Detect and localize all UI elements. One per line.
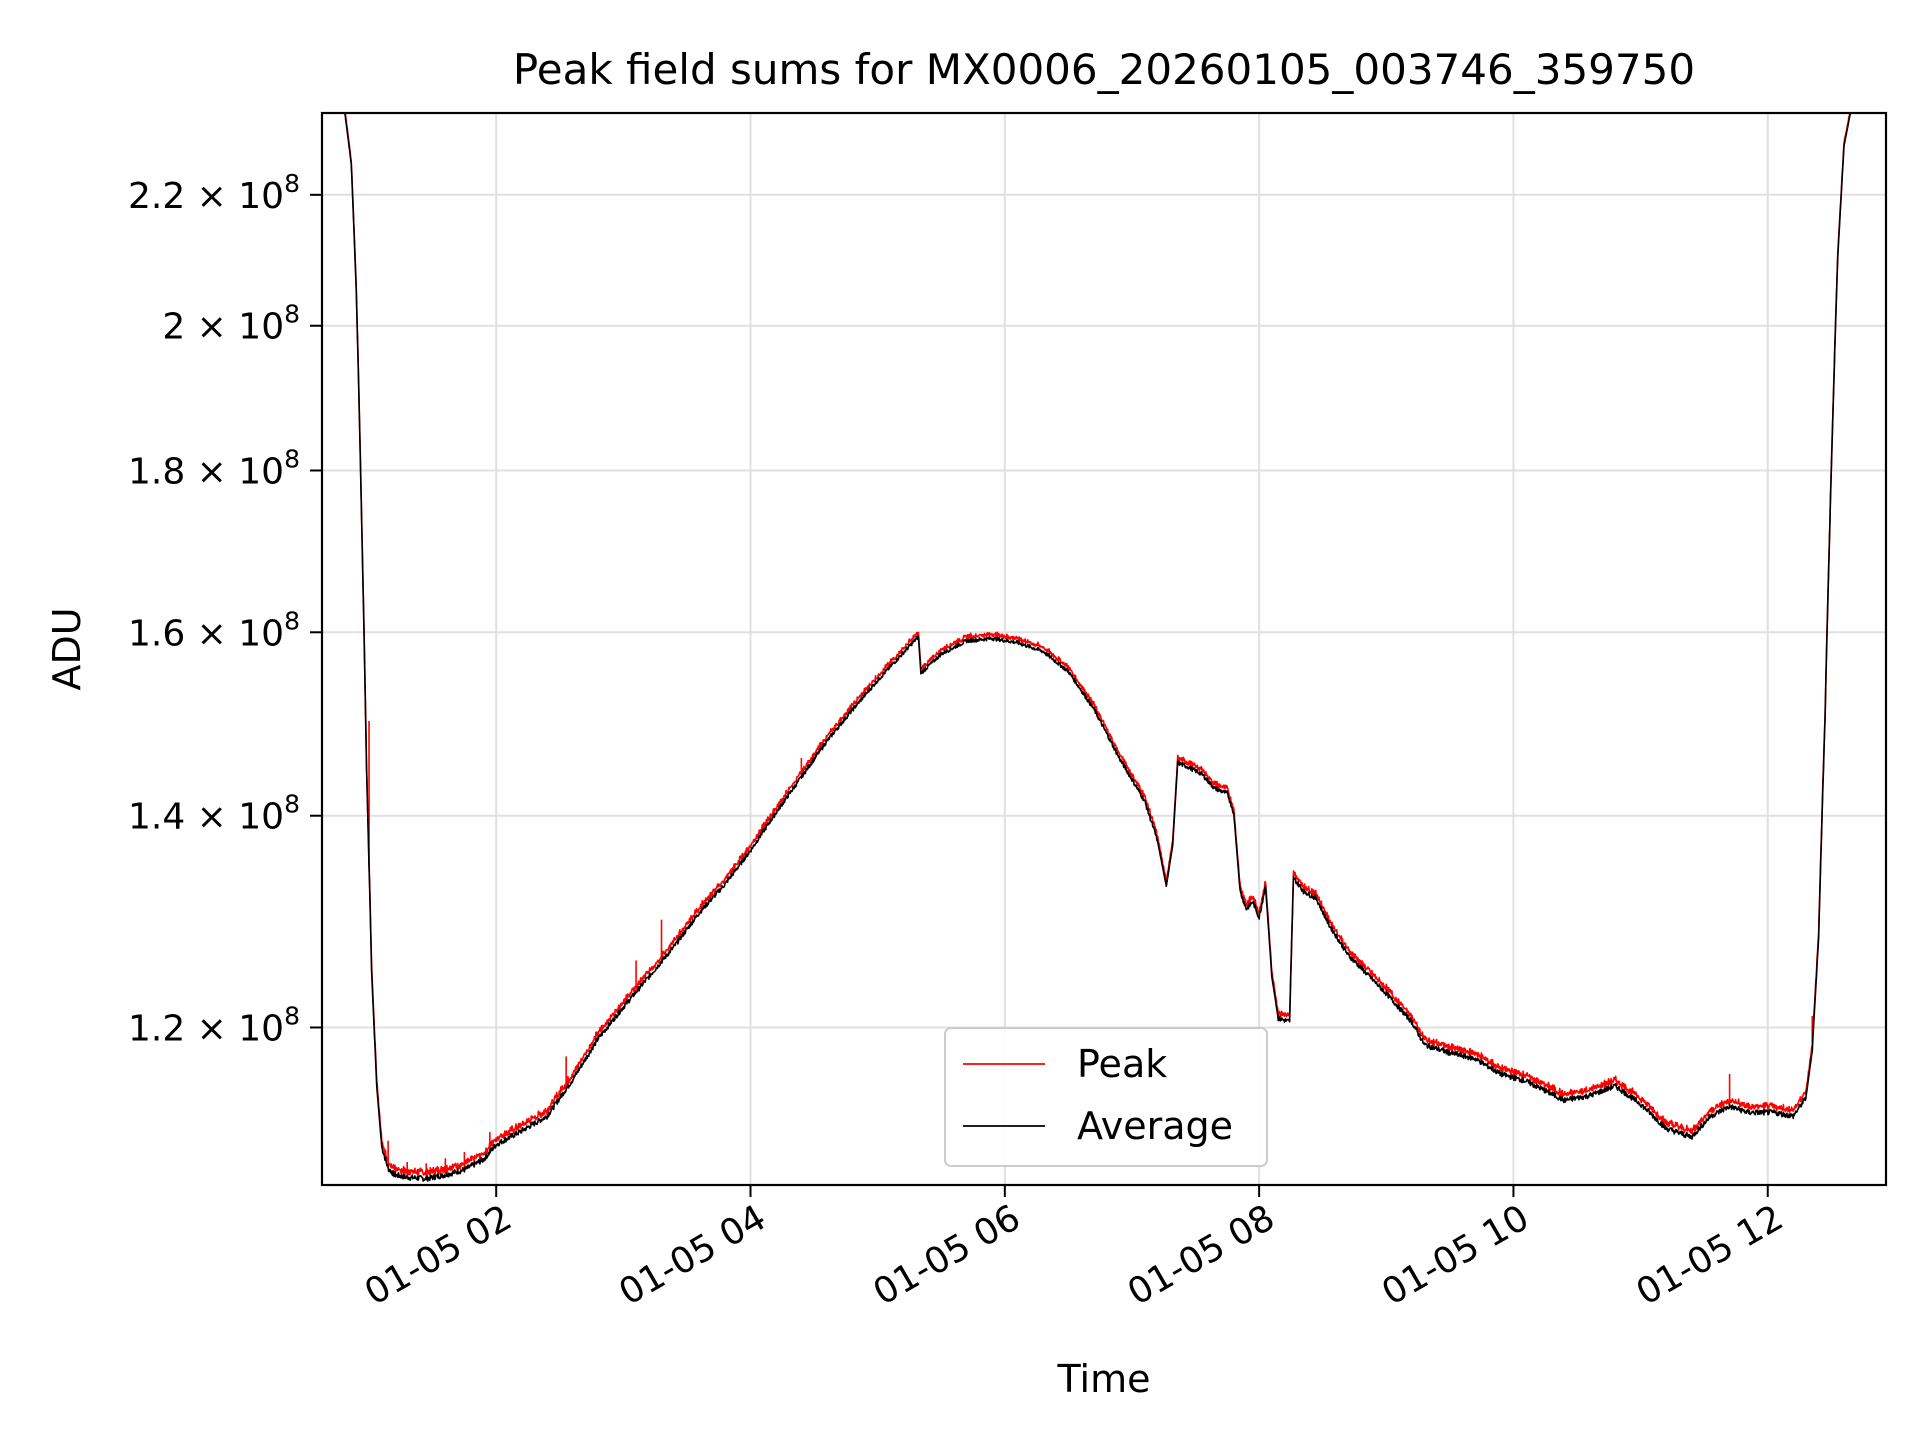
y-tick-label: 1.4 × 108 xyxy=(128,790,300,838)
y-axis: 1.2 × 108 1.4 × 108 1.6 × 108 1.8 × 108 2 × … xyxy=(128,169,322,1049)
x-tick-label: 01-05 06 xyxy=(867,1197,1028,1313)
legend-label-peak: Peak xyxy=(1077,1042,1167,1086)
series-layer xyxy=(344,112,1852,1182)
y-tick-label: 2.2 × 108 xyxy=(128,169,300,217)
y-tick-label: 1.8 × 108 xyxy=(128,444,300,492)
grid xyxy=(322,113,1886,1185)
x-axis: 01-05 02 01-05 04 01-05 06 01-05 08 01-05 10… xyxy=(358,1185,1790,1314)
x-tick-label: 01-05 12 xyxy=(1630,1197,1791,1313)
x-tick-label: 01-05 10 xyxy=(1375,1197,1536,1313)
x-tick-label: 01-05 02 xyxy=(358,1197,519,1313)
x-axis-label: Time xyxy=(1057,1357,1151,1401)
legend: Peak Average xyxy=(944,1027,1268,1167)
y-axis-label: ADU xyxy=(45,607,89,690)
y-tick-label: 1.2 × 108 xyxy=(128,1001,300,1049)
plot-frame xyxy=(320,111,1888,1187)
y-tick-label: 2 × 108 xyxy=(162,300,300,348)
x-tick-label: 01-05 04 xyxy=(612,1197,773,1313)
y-tick-label: 1.6 × 108 xyxy=(128,606,300,654)
series-peak-line xyxy=(344,112,1851,1177)
legend-label-average: Average xyxy=(1077,1104,1233,1148)
x-tick-label: 01-05 08 xyxy=(1121,1197,1282,1313)
legend-box xyxy=(944,1027,1268,1167)
series-average-line xyxy=(344,112,1852,1182)
chart-title: Peak field sums for MX0006_20260105_0037… xyxy=(513,45,1695,94)
